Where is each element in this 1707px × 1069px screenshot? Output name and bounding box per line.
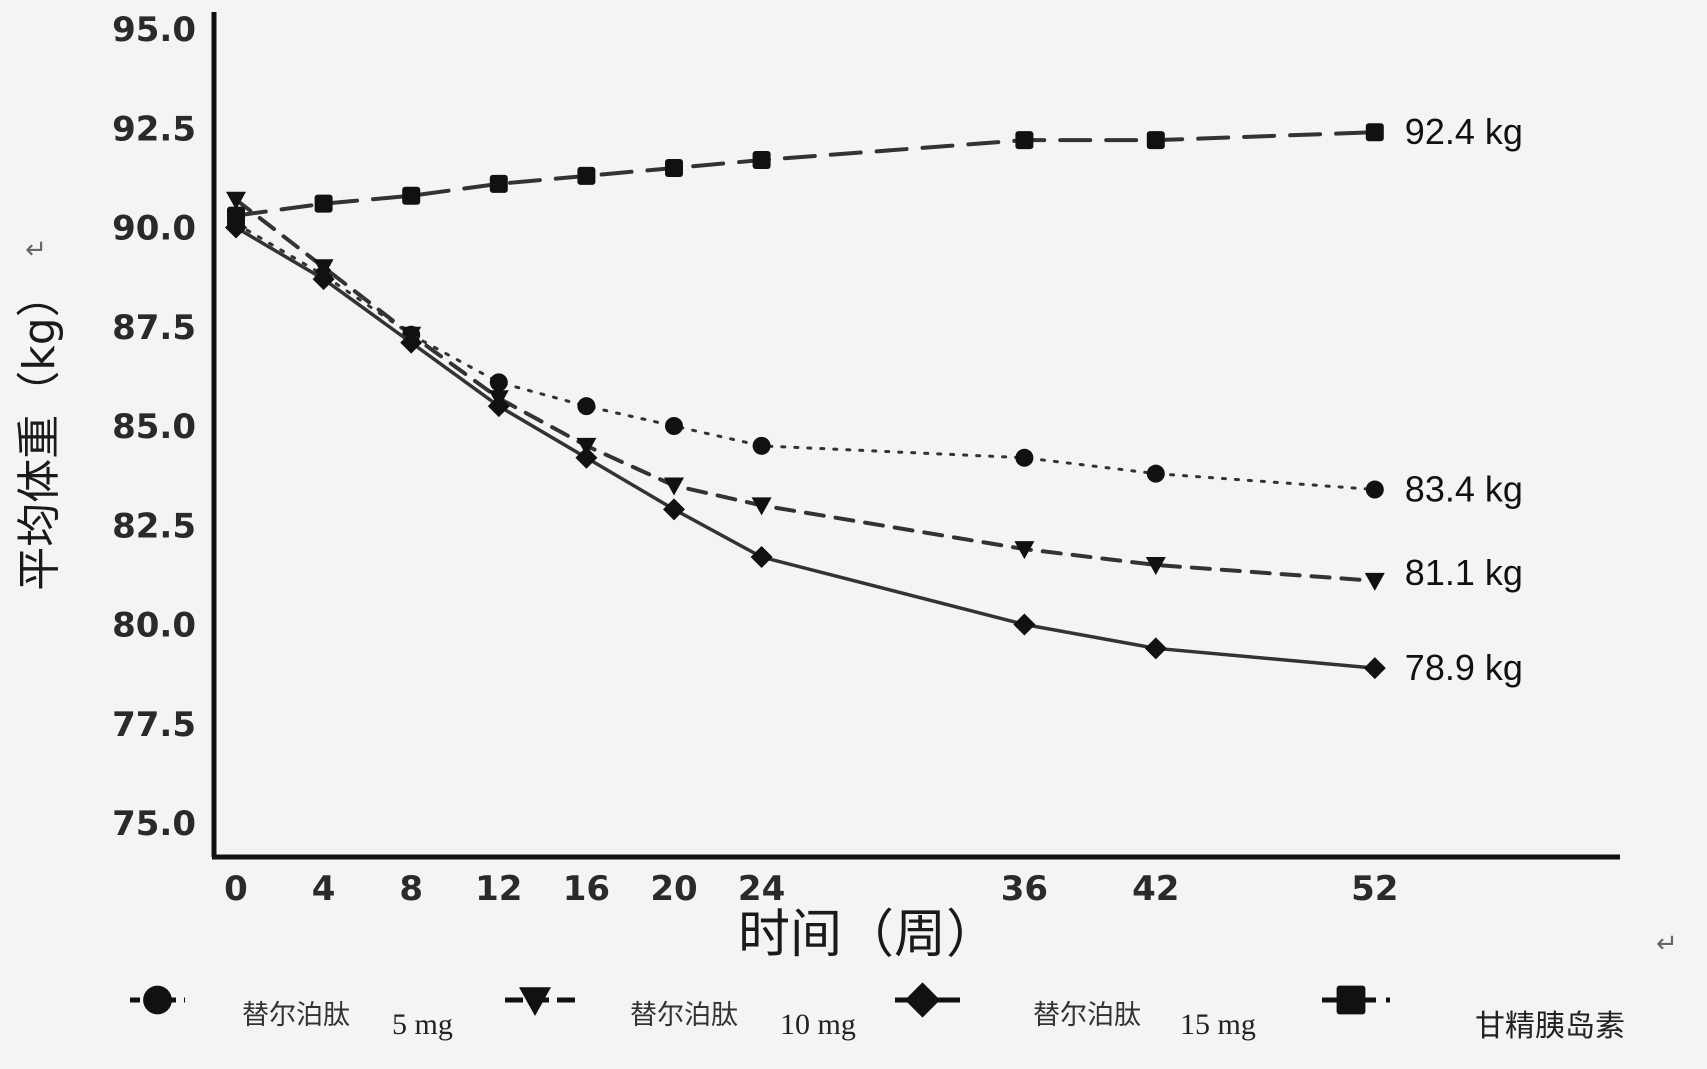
legend-name: 替尔泊肽 [630, 1000, 738, 1031]
x-tick-label: 4 [312, 869, 336, 909]
data-point [314, 194, 333, 213]
series-tirzepatide-10mg: 81.1 kg [226, 191, 1523, 593]
y-tick-label: 87.5 [112, 308, 196, 348]
x-tick-label: 42 [1132, 869, 1179, 909]
data-point [664, 477, 684, 496]
data-point [751, 497, 772, 516]
legend-item-insulin-glargine: 甘精胰岛素 [1322, 985, 1625, 1044]
data-point [1015, 448, 1034, 467]
data-point [752, 151, 771, 170]
data-point [575, 446, 598, 469]
y-tick-label: 90.0 [112, 209, 196, 249]
y-tick-label: 95.0 [112, 10, 196, 50]
x-tick-label: 20 [650, 869, 697, 909]
legend-name: 甘精胰岛素 [1475, 1009, 1625, 1044]
series-tirzepatide-5mg: 83.4 kg [227, 214, 1523, 510]
x-tick-label: 16 [563, 869, 610, 909]
x-tick-label: 8 [399, 869, 423, 909]
end-value-label: 81.1 kg [1405, 552, 1523, 593]
y-tick-label: 80.0 [112, 606, 196, 646]
data-point [227, 206, 245, 225]
data-point [1014, 541, 1035, 560]
data-point [1365, 123, 1384, 142]
data-point [1144, 637, 1167, 660]
data-point [665, 417, 683, 435]
data-point [665, 158, 683, 177]
data-point [402, 186, 421, 205]
legend-dose: 15 mg [1180, 1008, 1256, 1041]
series-layer: 83.4 kg 81.1 kg 78.9 kg 92.4 kg [225, 111, 1523, 688]
legend-marker [1336, 985, 1366, 1015]
end-value-label: 78.9 kg [1405, 647, 1523, 688]
data-point [400, 331, 423, 354]
series-tirzepatide-15mg: 78.9 kg [225, 216, 1523, 688]
y-tick-label: 77.5 [112, 705, 196, 745]
data-point [663, 498, 685, 521]
x-tick-label: 36 [1001, 869, 1048, 909]
data-point [489, 373, 508, 392]
data-point [226, 191, 246, 210]
y-title-return-mark: ↵ [25, 235, 47, 265]
x-tick-label: 0 [224, 869, 248, 909]
series-line [234, 225, 1377, 670]
legend-name: 替尔泊肽 [242, 1000, 350, 1031]
legend-dose: 10 mg [780, 1008, 856, 1041]
y-axis-title: 平均体重（kg） [14, 273, 65, 590]
data-point [489, 174, 508, 193]
y-tick-label: 82.5 [112, 506, 196, 546]
data-point [1145, 556, 1166, 575]
data-point [1015, 131, 1034, 150]
data-point [1365, 480, 1384, 499]
legend-item-tirzepatide-5mg: 替尔泊肽 5 mg [130, 985, 453, 1041]
legend-marker [143, 985, 172, 1015]
data-point [752, 436, 771, 455]
data-point [312, 268, 335, 291]
y-tick-label: 75.0 [112, 804, 196, 844]
x-axis-title: 时间（周） [738, 905, 998, 965]
series-line [234, 222, 1377, 492]
series-line [234, 197, 1377, 583]
legend-dose: 5 mg [392, 1008, 453, 1041]
data-point [1146, 131, 1165, 150]
x-title-return-mark: ↵ [1656, 929, 1678, 959]
end-value-label: 92.4 kg [1405, 111, 1523, 152]
x-tick-label: 12 [475, 869, 522, 909]
legend-marker [904, 982, 941, 1018]
legend-marker [519, 987, 551, 1016]
series-insulin-glargine: 92.4 kg [227, 111, 1523, 225]
data-point [1363, 657, 1386, 680]
y-tick-label: 92.5 [112, 109, 196, 149]
data-point [1364, 572, 1385, 591]
x-tick-label: 24 [738, 869, 785, 909]
y-tick-label: 85.0 [112, 407, 196, 447]
legend-name: 替尔泊肽 [1033, 1000, 1141, 1031]
data-point [1013, 613, 1036, 636]
data-point [1146, 464, 1165, 483]
data-point [577, 166, 596, 185]
series-line [234, 130, 1377, 218]
x-tick-label: 52 [1351, 869, 1398, 909]
legend: 替尔泊肽 5 mg 替尔泊肽 10 mg 替尔泊肽 15 mg 甘精胰岛素 [130, 982, 1625, 1044]
data-point [487, 395, 510, 418]
legend-item-tirzepatide-10mg: 替尔泊肽 10 mg [505, 987, 856, 1041]
end-value-label: 83.4 kg [1405, 469, 1523, 510]
axes: 75.077.580.082.585.087.590.092.595.00 4 8 1… [112, 10, 1620, 909]
data-point [577, 397, 596, 416]
data-point [750, 546, 773, 569]
legend-item-tirzepatide-15mg: 替尔泊肽 15 mg [895, 982, 1256, 1041]
